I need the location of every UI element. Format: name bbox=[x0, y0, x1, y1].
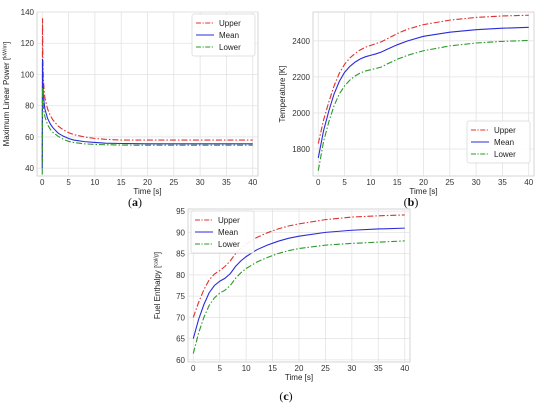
x-tick-label: 0 bbox=[316, 178, 321, 187]
series-line-upper bbox=[317, 14, 529, 144]
y-tick-label: 75 bbox=[176, 292, 185, 301]
x-tick-label: 35 bbox=[222, 178, 231, 187]
y-tick-label: 65 bbox=[176, 335, 185, 344]
y-tick-label: 2000 bbox=[292, 109, 310, 118]
x-tick-label: 10 bbox=[90, 178, 99, 187]
x-axis-label: Time [s] bbox=[285, 373, 313, 382]
panel-c-caption: (c) bbox=[279, 389, 292, 403]
x-tick-label: 25 bbox=[169, 178, 178, 187]
x-tick-label: 15 bbox=[268, 364, 277, 373]
legend-label-upper: Upper bbox=[218, 216, 240, 225]
x-tick-label: 15 bbox=[393, 178, 402, 187]
x-tick-label: 20 bbox=[419, 178, 428, 187]
y-tick-label: 80 bbox=[176, 271, 185, 280]
x-tick-label: 35 bbox=[374, 364, 383, 373]
legend bbox=[190, 210, 255, 254]
y-tick-label: 2400 bbox=[292, 37, 310, 46]
legend bbox=[191, 13, 256, 57]
x-tick-label: 10 bbox=[366, 178, 375, 187]
series-line-lower bbox=[192, 240, 405, 354]
legend-label-upper: Upper bbox=[219, 19, 241, 28]
y-tick-label: 90 bbox=[176, 228, 185, 237]
x-axis-label: Time [s] bbox=[409, 187, 437, 196]
series-line-mean bbox=[192, 227, 405, 339]
x-tick-label: 30 bbox=[196, 178, 205, 187]
y-tick-label: 95 bbox=[176, 207, 185, 216]
legend bbox=[466, 120, 531, 164]
panel-c-fuel-enthalpy: 0 5 10 15 20 25 30 35 40 60 65 70 75 80 85 90 95 Time [s]… bbox=[153, 207, 411, 382]
x-tick-label: 40 bbox=[524, 178, 533, 187]
y-tick-label: 70 bbox=[176, 313, 185, 322]
y-tick-label: 120 bbox=[21, 39, 35, 48]
panel-a-caption: (a) bbox=[128, 195, 142, 209]
y-tick-label: 100 bbox=[21, 70, 35, 79]
y-tick-label: 40 bbox=[25, 164, 34, 173]
x-tick-label: 20 bbox=[143, 178, 152, 187]
y-tick-label: 60 bbox=[25, 133, 34, 142]
x-tick-label: 30 bbox=[472, 178, 481, 187]
series-line-mean bbox=[317, 26, 529, 159]
x-tick-label: 5 bbox=[342, 178, 347, 187]
x-tick-label: 35 bbox=[498, 178, 507, 187]
x-tick-label: 40 bbox=[400, 364, 409, 373]
y-tick-label: 80 bbox=[25, 102, 34, 111]
x-tick-label: 0 bbox=[191, 364, 196, 373]
x-tick-label: 40 bbox=[248, 178, 257, 187]
panel-b-temperature: 0 5 10 15 20 25 30 35 40 1800 2000 2200 2400 Time [s]… bbox=[278, 11, 535, 196]
y-tick-label: 1800 bbox=[292, 145, 310, 154]
x-tick-label: 25 bbox=[445, 178, 454, 187]
legend-label-lower: Lower bbox=[219, 43, 241, 52]
y-axis-label: Fuel Enthalpy [cal/g] bbox=[153, 252, 162, 319]
y-tick-label: 2200 bbox=[292, 73, 310, 82]
legend-label-mean: Mean bbox=[494, 138, 514, 147]
x-tick-label: 5 bbox=[217, 364, 222, 373]
x-tick-label: 20 bbox=[295, 364, 304, 373]
legend-label-upper: Upper bbox=[494, 126, 516, 135]
series-line-lower bbox=[41, 86, 253, 175]
panel-a-max-linear-power: 0 5 10 15 20 25 30 35 40 40 60 80 100 120 140 Time [s] M… bbox=[2, 8, 259, 196]
legend-label-lower: Lower bbox=[494, 150, 516, 159]
y-tick-label: 60 bbox=[176, 356, 185, 365]
y-axis-label: Maximum Linear Power [kW/m] bbox=[2, 42, 11, 147]
x-tick-label: 5 bbox=[66, 178, 71, 187]
x-tick-label: 25 bbox=[321, 364, 330, 373]
legend-label-lower: Lower bbox=[218, 240, 240, 249]
x-axis-label: Time [s] bbox=[133, 187, 161, 196]
x-tick-label: 0 bbox=[40, 178, 45, 187]
x-tick-label: 30 bbox=[347, 364, 356, 373]
y-tick-label: 140 bbox=[21, 8, 35, 17]
legend-label-mean: Mean bbox=[219, 31, 239, 40]
series-line-mean bbox=[41, 58, 253, 169]
panel-b-caption: (b) bbox=[404, 195, 419, 209]
x-tick-label: 10 bbox=[242, 364, 251, 373]
x-tick-label: 15 bbox=[117, 178, 126, 187]
legend-label-mean: Mean bbox=[218, 228, 238, 237]
y-tick-label: 85 bbox=[176, 250, 185, 259]
y-axis-label: Temperature [K] bbox=[278, 66, 287, 123]
series-line-upper bbox=[41, 18, 253, 161]
series-line-lower bbox=[317, 39, 529, 171]
